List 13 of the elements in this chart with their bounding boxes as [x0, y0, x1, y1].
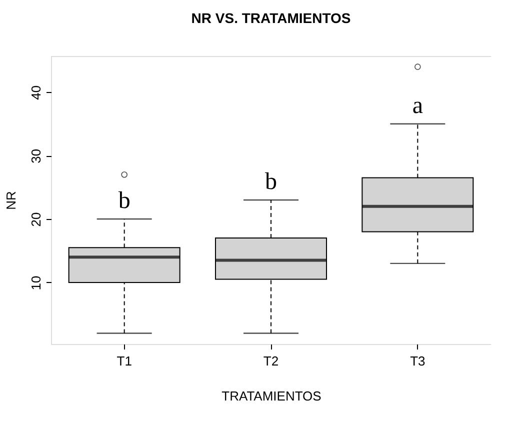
x-tick-label: T3	[410, 354, 426, 368]
annotation: a	[412, 92, 424, 119]
y-tick-label: 10	[28, 276, 44, 290]
y-tick-label: 20	[28, 212, 44, 227]
chart-title: NR VS. TRATAMIENTOS	[191, 10, 351, 26]
annotation: b	[265, 169, 277, 195]
y-axis-title: NR	[4, 191, 18, 210]
y-tick-label: 40	[28, 85, 44, 100]
x-tick-label: T2	[263, 354, 279, 368]
x-axis-title: TRATAMIENTOS	[222, 388, 322, 404]
annotation: b	[118, 188, 130, 214]
x-tick-label: T1	[116, 354, 132, 368]
y-tick-label: 30	[28, 148, 44, 164]
